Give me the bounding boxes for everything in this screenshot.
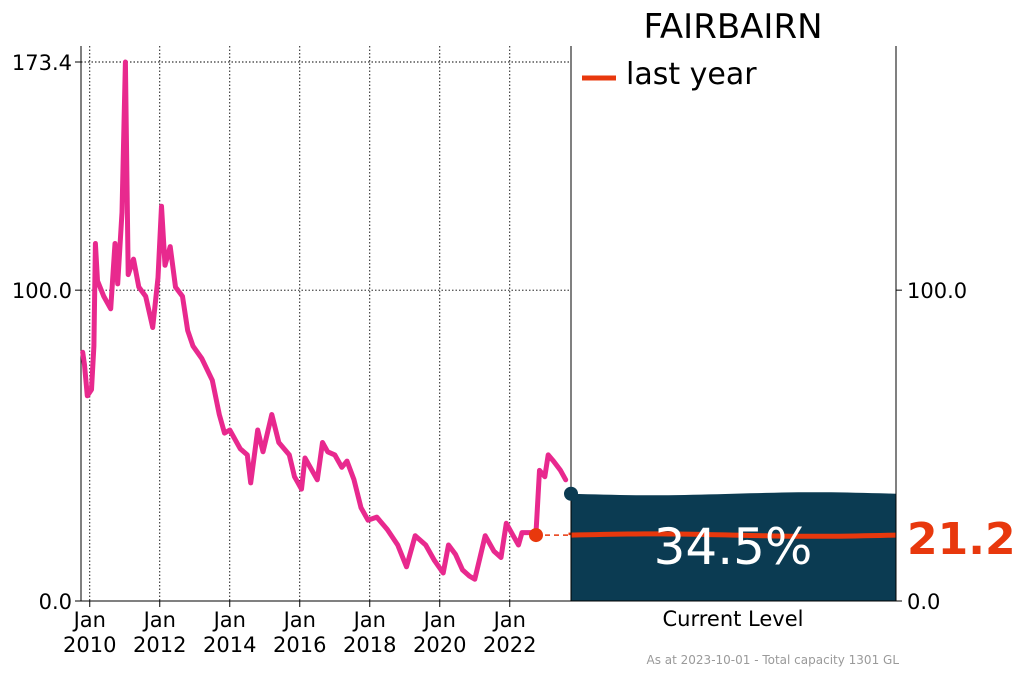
x-tick-label: 2020	[413, 633, 466, 657]
footer-note: As at 2023-10-01 - Total capacity 1301 G…	[647, 653, 900, 667]
current-level-percent: 34.5%	[654, 518, 813, 576]
labels: FAIRBAIRN last year 34.5% Current Level …	[582, 7, 1016, 667]
level-series	[80, 59, 578, 582]
current-level-fill	[571, 492, 896, 601]
x-tick-label: Jan	[142, 608, 176, 632]
x-tick-label: 2010	[63, 633, 116, 657]
last-year-level-line	[568, 531, 897, 539]
x-tick-label: Jan	[72, 608, 106, 632]
x-tick-label: 2018	[343, 633, 396, 657]
last-year-value: 21.2	[907, 514, 1016, 565]
x-tick-label: Jan	[282, 608, 316, 632]
current-level-panel	[568, 492, 897, 601]
x-tick-label: Jan	[492, 608, 526, 632]
x-tick-label: 2016	[273, 633, 326, 657]
x-tick-label: 2012	[133, 633, 186, 657]
chart-title: FAIRBAIRN	[643, 7, 822, 47]
current-level-label: Current Level	[663, 607, 804, 631]
axes: Jan2010Jan2012Jan2014Jan2016Jan2018Jan20…	[12, 46, 967, 657]
y-tick-label-left: 0.0	[39, 590, 72, 614]
grid-lines	[81, 46, 571, 601]
y-tick-label-right: 100.0	[907, 279, 967, 303]
x-tick-label: 2014	[203, 633, 256, 657]
x-tick-label: Jan	[212, 608, 246, 632]
y-tick-label-left: 100.0	[12, 279, 72, 303]
current-level-marker	[564, 486, 578, 501]
x-tick-label: Jan	[352, 608, 386, 632]
series-line	[80, 59, 569, 582]
y-tick-label-right: 0.0	[907, 590, 940, 614]
x-tick-label: 2022	[483, 633, 536, 657]
y-tick-label-left: 173.4	[12, 51, 72, 75]
last-year-marker	[529, 528, 543, 543]
x-tick-label: Jan	[422, 608, 456, 632]
legend-label-last-year: last year	[626, 57, 757, 92]
